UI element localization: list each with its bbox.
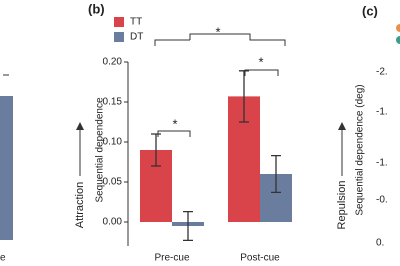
sig-star: *	[172, 116, 177, 131]
x-tick-label: Pre-cue	[154, 253, 189, 264]
y-tick-label: -2.	[376, 67, 388, 78]
y-tick-label: 0.10	[103, 137, 123, 148]
y-tick-label: 0.15	[103, 97, 123, 108]
y-tick-label: 0.20	[103, 57, 123, 68]
arrow-head	[76, 122, 84, 130]
legend-label: DT	[130, 32, 143, 43]
sig-star: *	[258, 54, 263, 69]
sig-star: *	[215, 24, 220, 39]
y-axis-label: Sequential dependence (deg)	[355, 84, 366, 215]
y-axis-label: Sequential dependence	[95, 97, 106, 203]
error-bar	[271, 154, 281, 194]
y-tick-label: 0.00	[103, 217, 123, 228]
panel-label: (c)	[362, 3, 378, 18]
sig-bracket	[244, 69, 279, 76]
fragment-text: e	[0, 253, 6, 264]
y-tick-label: -0.	[376, 195, 388, 206]
sig-bracket	[157, 130, 191, 137]
legend-label: TT	[130, 17, 142, 28]
legend-swatch	[114, 32, 124, 42]
y-tick-label: 0.05	[103, 177, 123, 188]
sig-bracket	[154, 33, 286, 46]
partial-bar	[0, 96, 13, 240]
direction-label: Repulsion	[336, 181, 348, 230]
y-tick-label: -1.	[376, 158, 388, 169]
legend-dot	[396, 24, 400, 32]
error-bar	[183, 210, 193, 242]
direction-label: Attraction	[74, 182, 86, 228]
y-tick-label: 0.	[376, 238, 384, 249]
legend-dot	[396, 36, 400, 44]
legend-swatch	[114, 17, 124, 27]
error-bar	[239, 70, 249, 123]
y-tick-label: -1.	[376, 107, 388, 118]
error-bar	[151, 133, 161, 167]
arrow-head	[338, 122, 346, 130]
x-tick-label: Post-cue	[240, 253, 280, 264]
panel-label: (b)	[88, 1, 105, 16]
